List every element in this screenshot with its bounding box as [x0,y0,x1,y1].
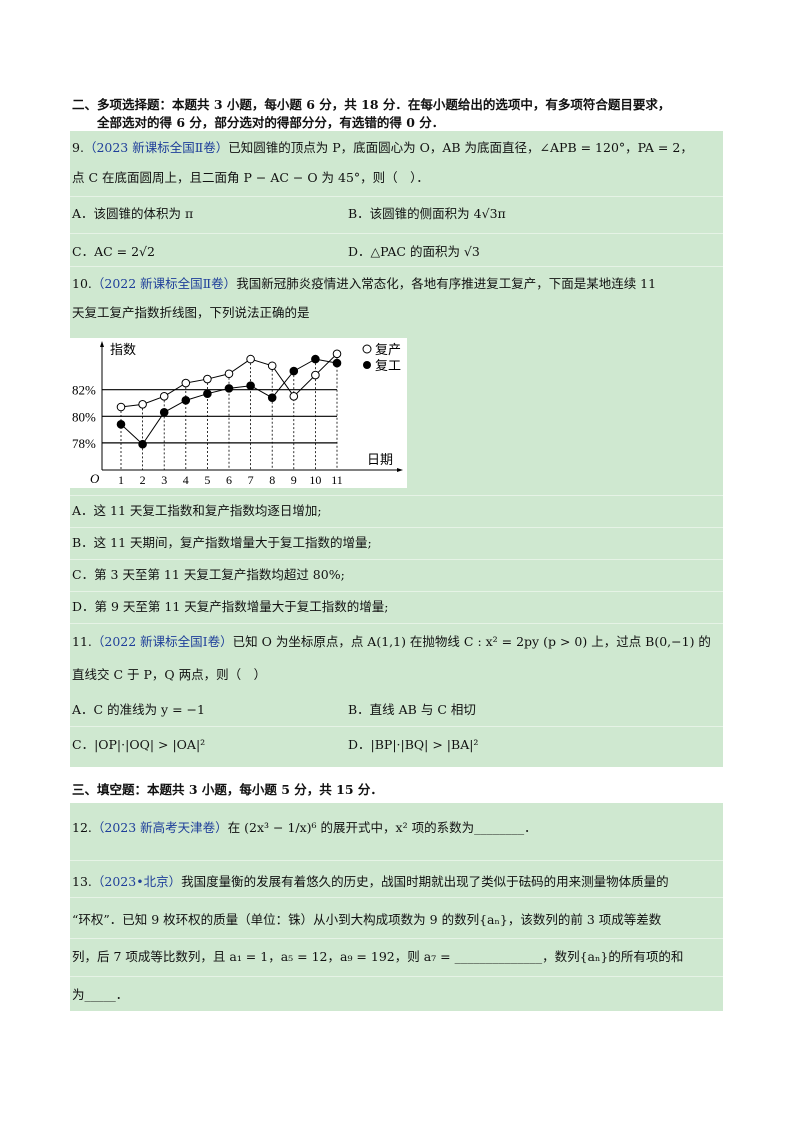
q9-line2: 点 C 在底面圆周上，且二面角 P − AC − O 为 45°，则（ ）． [72,170,429,185]
data-point-复工 [224,384,234,393]
q9-option-b: B．该圆锥的侧面积为 4√3π [348,206,506,221]
x-tick-label: 11 [331,473,343,487]
data-point-复工 [203,389,212,398]
data-point-复工 [138,439,147,449]
q10-line1: 10.（2022 新课标全国Ⅱ卷）我国新冠肺炎疫情进入常态化，各地有序推进复工复… [72,276,657,291]
data-point-复产 [267,361,277,371]
x-tick-label: 9 [291,473,297,487]
q11-line1: 11.（2022 新课标全国Ⅰ卷）已知 O 为坐标原点，点 A(1,1) 在抛物… [72,634,711,649]
q11-option-d: D．|BP|·|BQ| > |BA|² [348,737,479,752]
x-tick-label: 5 [204,473,210,487]
x-tick-label: 6 [226,473,232,487]
data-point-复工 [116,419,126,429]
data-point-复工 [332,358,342,368]
legend-marker-filled [363,361,371,369]
q9-line1: 9.（2023 新课标全国Ⅱ卷）已知圆锥的顶点为 P，底面圆心为 O，AB 为底… [72,140,693,155]
legend-label-1: 复工 [375,358,401,373]
q11-option-c: C．|OP|·|OQ| > |OA|² [72,737,206,752]
legend-marker-open [362,344,372,354]
data-point-复工 [246,381,255,391]
data-point-复工 [289,366,299,376]
q11-option-a: A．C 的准线为 y = −1 [72,702,205,717]
x-axis-arrow [397,468,403,472]
legend-label-0: 复产 [375,342,401,357]
q10-option-a: A．这 11 天复工指数和复产指数均逐日增加; [72,503,322,518]
q10-source: （2022 新课标全国Ⅱ卷） [91,276,237,291]
q13-line2: “环权”．已知 9 枚环权的质量（单位：铢）从小到大构成项数为 9 的数列{aₙ… [72,912,662,927]
data-point-复产 [246,354,255,364]
x-tick-label: 2 [140,473,146,487]
q12-line1: 12.（2023 新高考天津卷）在 (2x³ − 1/x)⁶ 的展开式中，x² … [72,820,537,835]
q13-line4: 为_____． [72,987,129,1002]
q11-option-b: B．直线 AB 与 C 相切 [348,702,476,717]
x-tick-label: 4 [183,473,189,487]
q13-line1: 13.（2023•北京）我国度量衡的发展有着悠久的历史，战国时期就出现了类似于砝… [72,874,669,889]
q9-option-a: A．该圆锥的体积为 π [72,206,194,221]
q11-line2: 直线交 C 于 P，Q 两点，则（ ） [72,667,267,682]
y-tick-label: 78% [72,436,96,451]
y-axis-arrow [100,341,104,347]
data-point-复产 [116,402,126,412]
data-point-复产 [181,378,191,388]
data-point-复产 [289,392,299,401]
x-tick-label: 7 [248,473,254,487]
section2-heading-cont: 全部选对的得 6 分，部分选对的得部分分，有选错的得 0 分． [97,115,445,130]
data-point-复工 [159,408,169,417]
q13-line3: 列，后 7 项成等比数列，且 a₁ = 1，a₅ = 12，a₉ = 192，则… [72,949,684,964]
q9-option-c: C．AC = 2√2 [72,244,155,259]
index-line-chart: 指数 日期 O 复产 复工 78% 80% 82% 1 2 3 4 5 6 7 8 9 10 11 [70,338,407,488]
q12-source: （2023 新高考天津卷） [91,820,228,835]
data-point-复产 [224,369,234,379]
data-point-复产 [203,374,212,384]
data-point-复工 [311,354,320,364]
y-tick-label: 82% [72,383,96,398]
y-tick-label: 80% [72,409,96,424]
q10-option-d: D．第 9 天至第 11 天复产指数增量大于复工指数的增量; [72,599,389,614]
chart-svg: 指数 日期 O 复产 复工 78% 80% 82% 1 2 3 4 5 6 7 8 9 10 11 [72,341,403,487]
origin-label: O [90,471,100,486]
q13-source: （2023•北京） [91,874,182,889]
x-tick-label: 3 [161,473,167,487]
data-point-复产 [332,349,342,359]
data-point-复产 [159,392,169,401]
x-tick-label: 10 [309,473,321,487]
data-point-复工 [181,396,191,405]
q10-option-c: C．第 3 天至第 11 天复工复产指数均超过 80%; [72,567,345,582]
data-point-复工 [267,393,277,402]
q10-line2: 天复工复产指数折线图，下列说法正确的是 [72,305,310,320]
section3-heading: 三、填空题：本题共 3 小题，每小题 5 分，共 15 分． [72,782,383,797]
q9-option-d: D．△PAC 的面积为 √3 [348,244,480,259]
y-axis-label: 指数 [110,342,136,357]
x-tick-label: 8 [269,473,275,487]
x-axis-label: 日期 [367,452,393,467]
data-point-复产 [138,400,147,409]
data-point-复产 [311,370,320,380]
section2-heading: 二、多项选择题：本题共 3 小题，每小题 6 分，共 18 分．在每小题给出的选… [72,97,671,112]
x-tick-label: 1 [118,473,124,487]
q10-option-b: B．这 11 天期间，复产指数增量大于复工指数的增量; [72,535,372,550]
q11-source: （2022 新课标全国Ⅰ卷） [91,634,233,649]
q9-source: （2023 新课标全国Ⅱ卷） [83,140,229,155]
